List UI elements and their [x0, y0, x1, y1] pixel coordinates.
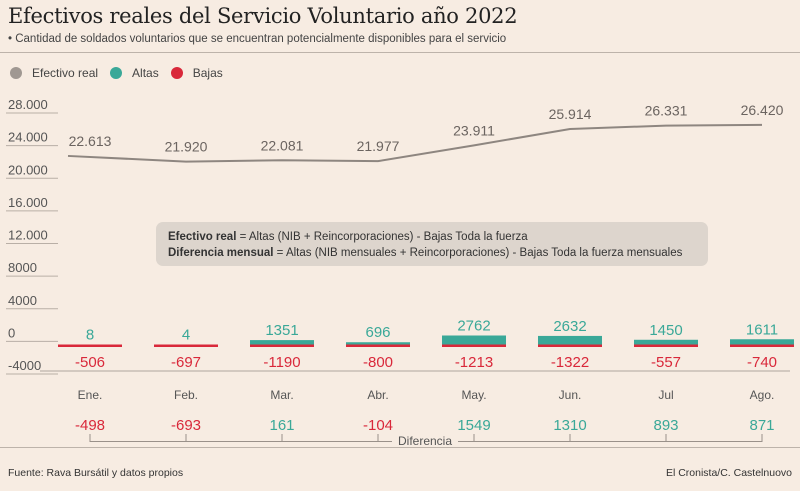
- legend-dot-efectivo-icon: [10, 67, 22, 79]
- credit-text: El Cronista/C. Castelnuovo: [665, 467, 792, 479]
- altas-value-label: 1450: [649, 322, 682, 339]
- bajas-value-label: -1322: [551, 354, 589, 371]
- legend-dot-altas-icon: [110, 67, 123, 79]
- legend-label-altas: Altas: [132, 66, 159, 80]
- chart-title: Efectivos reales del Servicio Voluntario…: [8, 4, 518, 28]
- legend-item-efectivo: Efectivo real: [10, 66, 98, 80]
- altas-bar: [538, 335, 602, 345]
- diferencia-value-label: 893: [653, 417, 678, 434]
- legend-label-efectivo: Efectivo real: [32, 66, 99, 80]
- bajas-value-label: -697: [171, 354, 201, 371]
- formula-note: Efectivo real = Altas (NIB + Reincorpora…: [156, 222, 708, 266]
- bajas-bar: [250, 344, 314, 347]
- altas-value-label: 2632: [553, 318, 586, 335]
- note-line2-def: = Altas (NIB mensuales + Reincorporacion…: [273, 247, 683, 259]
- legend-dot-bajas-icon: [170, 67, 183, 79]
- bajas-bar: [538, 344, 602, 347]
- efectivo-real-label: 26.331: [645, 103, 688, 119]
- efectivo-real-label: 25.914: [549, 106, 592, 122]
- bajas-value-label: -1190: [263, 354, 300, 371]
- y-tick-label: 20.000: [8, 162, 48, 177]
- y-tick-label: 28.000: [8, 97, 48, 112]
- altas-value-label: 8: [86, 326, 94, 343]
- bajas-value-label: -1213: [455, 354, 493, 371]
- bajas-value-label: -557: [651, 354, 681, 371]
- bajas-bar: [634, 344, 698, 347]
- note-line1-def: = Altas (NIB + Reincorporaciones) - Baja…: [236, 231, 528, 243]
- y-tick-label: 8000: [8, 260, 37, 275]
- diferencia-axis-label: Diferencia: [398, 434, 452, 448]
- x-tick-label: Feb.: [174, 388, 198, 402]
- x-tick-label: Mar.: [270, 388, 293, 402]
- bajas-value-label: -506: [75, 354, 105, 371]
- diferencia-value-label: -498: [75, 417, 105, 434]
- y-tick-label: -4000: [8, 358, 41, 373]
- legend-label-bajas: Bajas: [192, 66, 223, 80]
- legend-item-altas: Altas: [110, 66, 159, 80]
- efectivo-real-line: [67, 123, 763, 163]
- x-tick-label: Jul: [658, 388, 673, 402]
- diferencia-value-label: 161: [269, 417, 294, 434]
- source-text: Fuente: Rava Bursátil y datos propios: [8, 467, 184, 479]
- x-tick-label: Abr.: [367, 388, 388, 402]
- bajas-value-label: -800: [363, 354, 393, 371]
- x-tick-label: Jun.: [559, 388, 582, 402]
- efectivo-real-label: 22.613: [69, 133, 112, 149]
- altas-bar: [634, 339, 698, 345]
- legend-item-bajas: Bajas: [170, 66, 223, 80]
- legend: Efectivo real Altas Bajas: [10, 66, 235, 80]
- efectivo-real-label: 21.977: [357, 138, 400, 154]
- bajas-bar: [346, 344, 410, 347]
- altas-value-label: 1611: [746, 321, 778, 338]
- diferencia-value-label: 871: [749, 417, 774, 434]
- x-tick-label: May.: [461, 388, 486, 402]
- x-tick-label: Ene.: [78, 388, 103, 402]
- bajas-bar: [58, 344, 122, 347]
- bajas-bar: [442, 344, 506, 347]
- y-tick-label: 12.000: [8, 228, 48, 243]
- y-tick-label: 16.000: [8, 195, 48, 210]
- diferencia-value-label: -104: [363, 417, 393, 434]
- chart-subtitle: • Cantidad de soldados voluntarios que s…: [8, 33, 507, 45]
- y-tick-label: 24.000: [8, 130, 48, 145]
- altas-bar: [730, 339, 794, 345]
- top-divider: [0, 52, 800, 53]
- diferencia-value-label: -693: [171, 417, 201, 434]
- altas-value-label: 1351: [265, 322, 298, 339]
- note-line1-term: Efectivo real: [168, 231, 237, 243]
- efectivo-real-label: 21.920: [165, 139, 208, 155]
- note-line2-term: Diferencia mensual: [168, 247, 274, 259]
- altas-bar: [346, 342, 410, 345]
- altas-value-label: 2762: [457, 318, 490, 335]
- efectivo-real-label: 23.911: [453, 122, 495, 138]
- efectivo-real-label: 26.420: [741, 102, 784, 118]
- bottom-divider: [0, 447, 800, 448]
- altas-value-label: 4: [182, 326, 190, 343]
- altas-bar: [250, 340, 314, 345]
- altas-value-label: 696: [365, 324, 390, 341]
- bajas-bar: [154, 344, 218, 347]
- diferencia-value-label: 1549: [457, 417, 490, 434]
- efectivo-real-label: 22.081: [261, 137, 304, 153]
- y-tick-label: 4000: [8, 293, 37, 308]
- y-tick-label: 0: [8, 325, 15, 340]
- bajas-bar: [730, 344, 794, 347]
- x-tick-label: Ago.: [750, 388, 775, 402]
- diferencia-value-label: 1310: [553, 417, 586, 434]
- bajas-value-label: -740: [747, 354, 777, 371]
- altas-bar: [442, 335, 506, 345]
